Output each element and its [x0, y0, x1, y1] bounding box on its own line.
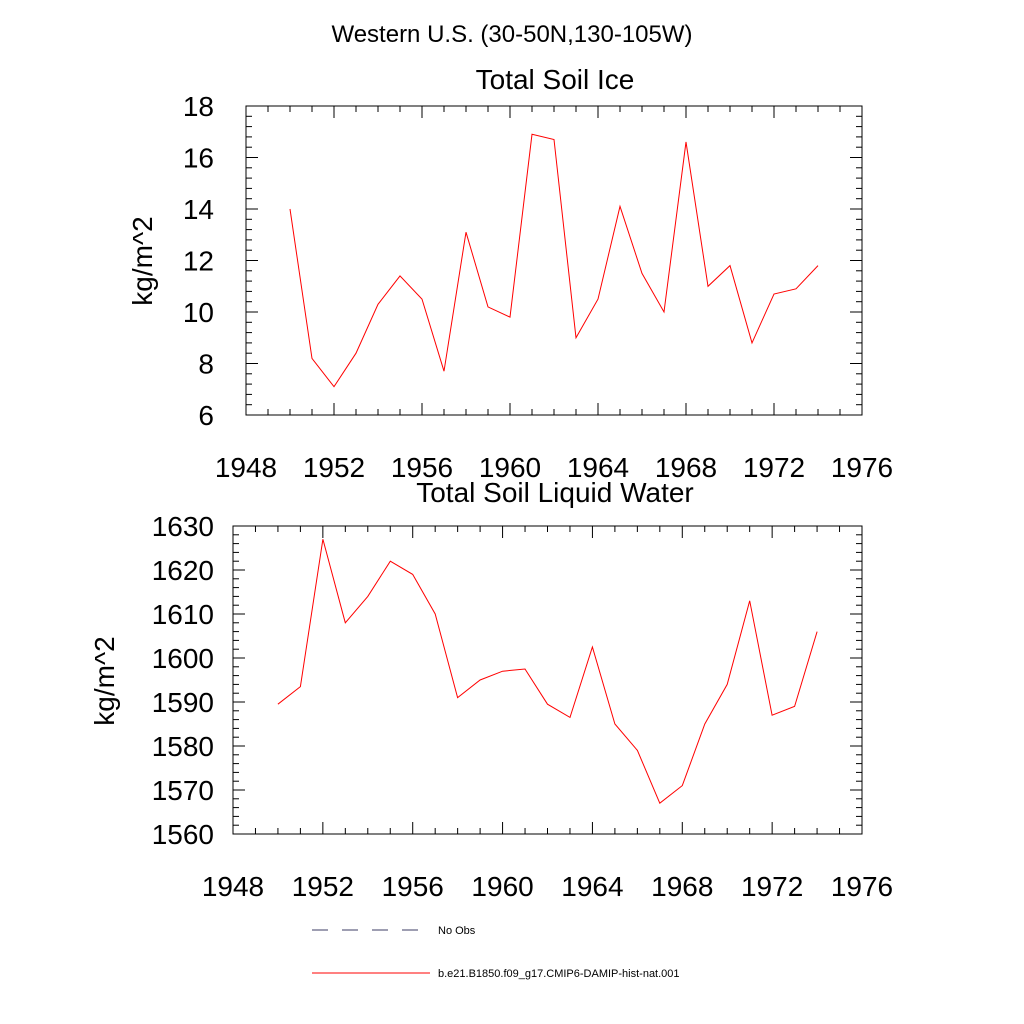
legend: No Obs b.e21.B1850.f09_g17.CMIP6-DAMIP-h… [312, 925, 680, 980]
x-tick-label: 1960 [479, 452, 541, 483]
x-tick-label: 1972 [741, 871, 803, 902]
y-tick-label: 1610 [152, 599, 214, 630]
x-tick-label: 1968 [655, 452, 717, 483]
x-tick-label: 1948 [202, 871, 264, 902]
y-tick-label: 12 [183, 246, 214, 277]
y-tick-label: 10 [183, 297, 214, 328]
panel-title: Total Soil Ice [476, 64, 635, 95]
y-tick-label: 1630 [152, 511, 214, 542]
x-tick-label: 1976 [831, 871, 893, 902]
x-tick-label: 1956 [382, 871, 444, 902]
y-axis-label: kg/m^2 [89, 636, 120, 725]
x-tick-label: 1968 [651, 871, 713, 902]
y-tick-label: 1560 [152, 819, 214, 850]
x-tick-label: 1948 [215, 452, 277, 483]
x-tick-label: 1952 [292, 871, 354, 902]
x-tick-label: 1960 [471, 871, 533, 902]
x-tick-label: 1956 [391, 452, 453, 483]
x-tick-label: 1952 [303, 452, 365, 483]
legend-label-model-run: b.e21.B1850.f09_g17.CMIP6-DAMIP-hist-nat… [438, 968, 680, 980]
y-tick-label: 6 [198, 400, 214, 431]
y-tick-label: 1580 [152, 731, 214, 762]
x-tick-label: 1964 [567, 452, 629, 483]
panel-title: Total Soil Liquid Water [416, 477, 694, 508]
y-axis-label: kg/m^2 [127, 216, 158, 305]
y-tick-label: 1600 [152, 643, 214, 674]
y-tick-label: 1570 [152, 775, 214, 806]
x-tick-label: 1976 [831, 452, 893, 483]
x-tick-label: 1972 [743, 452, 805, 483]
legend-label-no-obs: No Obs [438, 925, 476, 937]
y-tick-label: 18 [183, 91, 214, 122]
y-tick-label: 1590 [152, 687, 214, 718]
series-line [289, 133, 819, 388]
y-tick-label: 1620 [152, 555, 214, 586]
y-tick-label: 14 [183, 194, 214, 225]
y-tick-label: 8 [198, 349, 214, 380]
x-tick-label: 1964 [561, 871, 623, 902]
series-line [277, 539, 818, 804]
panel-total-soil-ice: Total Soil Ice kg/m^2 1948 1952 1956 1960 19… [127, 64, 893, 483]
panel-total-soil-liquid-water: Total Soil Liquid Water kg/m^2 1948 1952 1… [89, 477, 893, 902]
figure-suptitle: Western U.S. (30-50N,130-105W) [331, 21, 692, 48]
y-tick-label: 16 [183, 143, 214, 174]
